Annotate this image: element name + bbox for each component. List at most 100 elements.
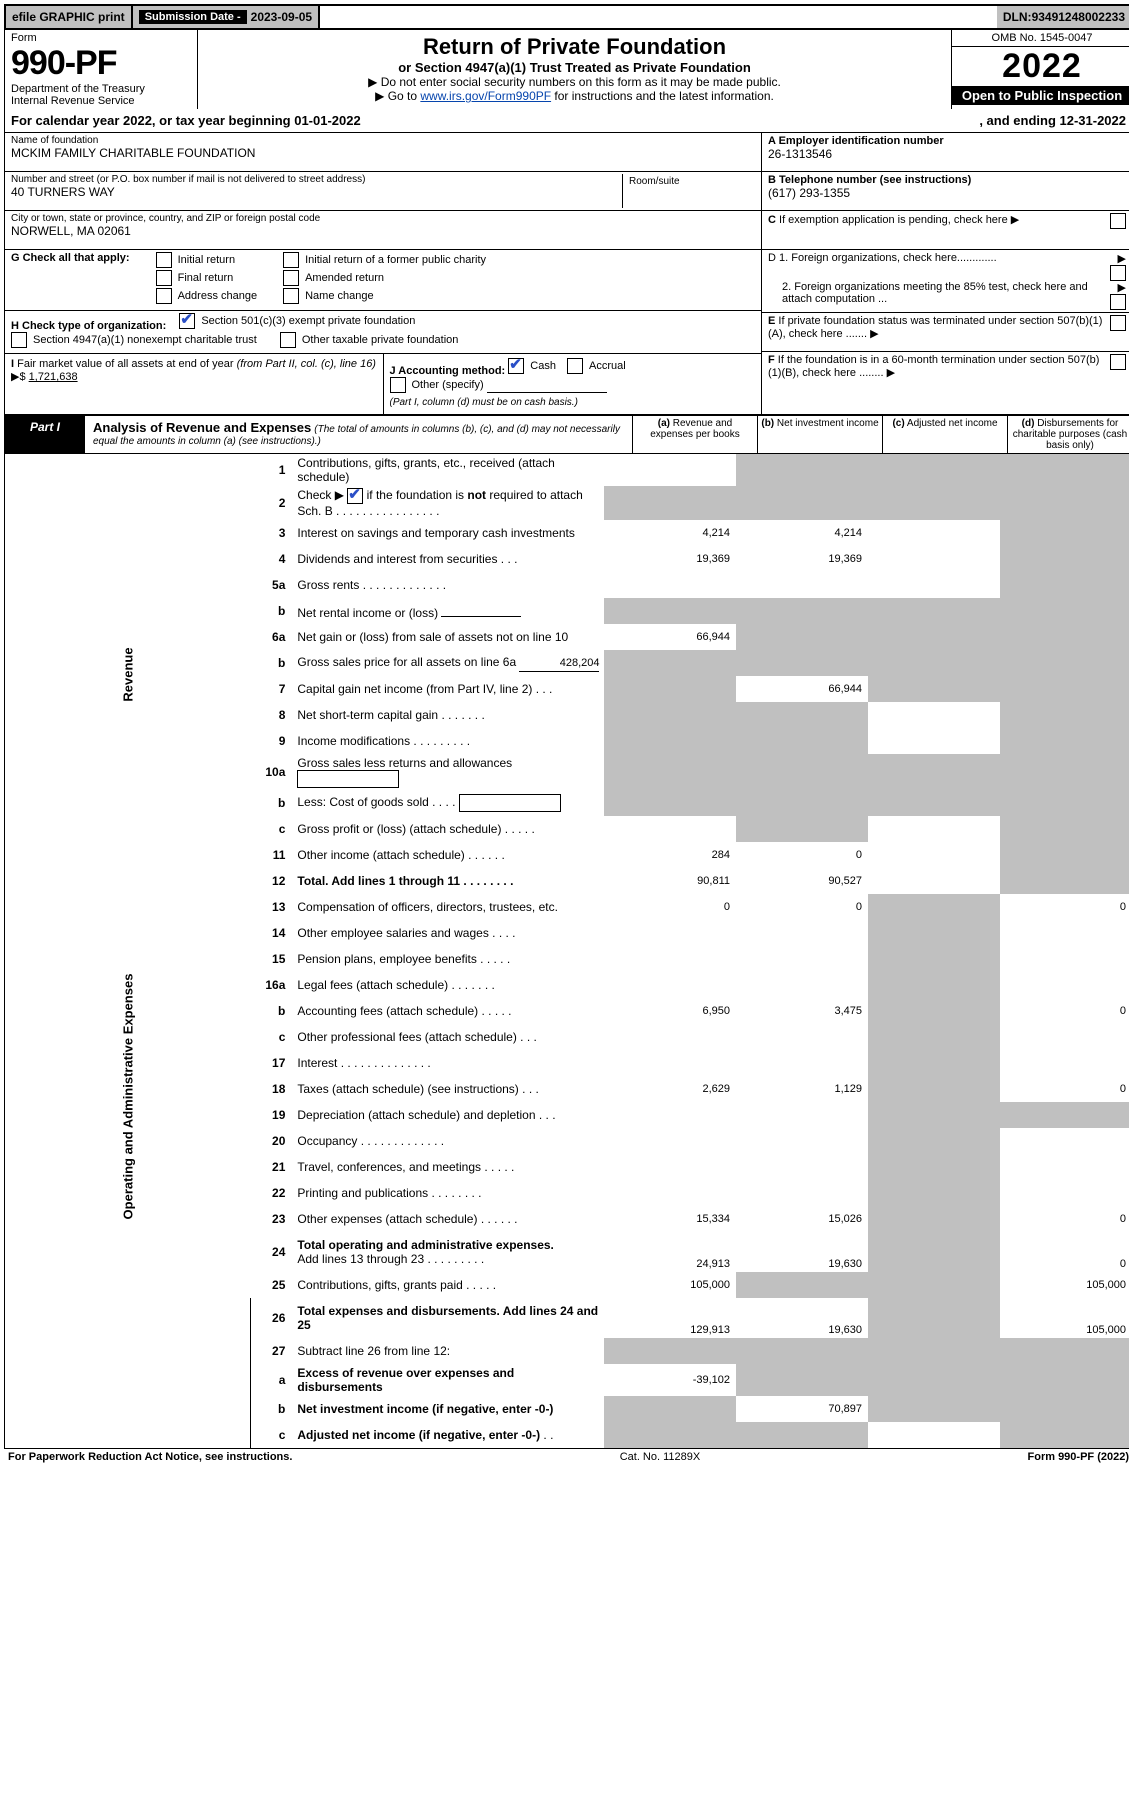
l27-desc: Subtract line 26 from line 12:: [293, 1338, 604, 1364]
l1-c: [868, 454, 1000, 486]
l18-d: 0: [1000, 1076, 1129, 1102]
phone-value: (617) 293-1355: [768, 186, 1126, 200]
chk-cash[interactable]: [508, 358, 524, 374]
l2-num: 2: [251, 486, 294, 520]
l5b-desc: Net rental income or (loss): [293, 598, 604, 624]
chk-sch-b[interactable]: [347, 488, 363, 504]
l26-d: 105,000: [1000, 1298, 1129, 1338]
chk-e[interactable]: [1110, 315, 1126, 331]
l1-a: [604, 454, 736, 486]
chk-final-return[interactable]: [156, 270, 172, 286]
chk-501c3[interactable]: [179, 313, 195, 329]
chk-d2[interactable]: [1110, 294, 1126, 310]
efile-topbar: efile GRAPHIC print Submission Date - 20…: [4, 4, 1129, 30]
page-footer: For Paperwork Reduction Act Notice, see …: [4, 1449, 1129, 1465]
chk-address-change[interactable]: [156, 288, 172, 304]
l26-desc: Total expenses and disbursements. Add li…: [293, 1298, 604, 1338]
chk-d1[interactable]: [1110, 265, 1126, 281]
tax-year-begin: For calendar year 2022, or tax year begi…: [11, 113, 979, 128]
revenue-vlabel: Revenue: [5, 454, 251, 894]
col-c-head: (c) Adjusted net income: [883, 416, 1008, 453]
opt-other-taxable: Other taxable private foundation: [302, 334, 459, 346]
l25-num: 25: [251, 1272, 294, 1298]
l23-desc: Other expenses (attach schedule) . . . .…: [293, 1206, 604, 1232]
l20-desc: Occupancy . . . . . . . . . . . . .: [293, 1128, 604, 1154]
calendar-year-row: For calendar year 2022, or tax year begi…: [4, 109, 1129, 133]
l12-desc: Total. Add lines 1 through 11 . . . . . …: [293, 868, 604, 894]
chk-other-taxable[interactable]: [280, 332, 296, 348]
form-instructions-link[interactable]: www.irs.gov/Form990PF: [420, 89, 551, 103]
col-b-head: (b) Net investment income: [758, 416, 883, 453]
l25-desc: Contributions, gifts, grants paid . . . …: [293, 1272, 604, 1298]
j-cell: J Accounting method: Cash Accrual Other …: [384, 354, 762, 414]
chk-name-change[interactable]: [283, 288, 299, 304]
opt-other-method: Other (specify): [412, 379, 484, 391]
form-instruction-1: ▶ Do not enter social security numbers o…: [202, 75, 947, 89]
chk-accrual[interactable]: [567, 358, 583, 374]
l27c-num: c: [251, 1422, 294, 1448]
dln-value: 93491248002233: [1032, 10, 1125, 24]
l9-num: 9: [251, 728, 294, 754]
l14-num: 14: [251, 920, 294, 946]
l1-desc: Contributions, gifts, grants, etc., rece…: [293, 454, 604, 486]
l24-desc: Total operating and administrative expen…: [293, 1232, 604, 1272]
l23-num: 23: [251, 1206, 294, 1232]
l23-a: 15,334: [604, 1206, 736, 1232]
l10c-num: c: [251, 816, 294, 842]
l15-desc: Pension plans, employee benefits . . . .…: [293, 946, 604, 972]
l27b-desc: Net investment income (if negative, ente…: [293, 1396, 604, 1422]
l16b-d: 0: [1000, 998, 1129, 1024]
l11-a: 284: [604, 842, 736, 868]
col-d-head: (d) Disbursements for charitable purpose…: [1008, 416, 1129, 453]
part1-title: Analysis of Revenue and Expenses: [93, 420, 311, 435]
l27a-desc: Excess of revenue over expenses and disb…: [293, 1364, 604, 1396]
l8-desc: Net short-term capital gain . . . . . . …: [293, 702, 604, 728]
l26-a: 129,913: [604, 1298, 736, 1338]
fmv-value: 1,721,638: [29, 371, 78, 383]
efile-label: efile GRAPHIC print: [6, 6, 133, 28]
g-label: G Check all that apply:: [11, 252, 130, 264]
l3-num: 3: [251, 520, 294, 546]
l13-a: 0: [604, 894, 736, 920]
j-label: J Accounting method:: [390, 365, 506, 377]
l3-b: 4,214: [736, 520, 868, 546]
l3-c: [868, 520, 1000, 546]
chk-other-method[interactable]: [390, 377, 406, 393]
form-id-block: Form 990-PF Department of the Treasury I…: [5, 30, 198, 109]
footer-right: Form 990-PF (2022): [1028, 1451, 1129, 1463]
address-label: Number and street (or P.O. box number if…: [11, 174, 622, 185]
opt-4947a1: Section 4947(a)(1) nonexempt charitable …: [33, 334, 257, 346]
l16b-desc: Accounting fees (attach schedule) . . . …: [293, 998, 604, 1024]
l27a-num: a: [251, 1364, 294, 1396]
chk-f[interactable]: [1110, 354, 1126, 370]
footer-left: For Paperwork Reduction Act Notice, see …: [8, 1451, 292, 1463]
chk-initial-return[interactable]: [156, 252, 172, 268]
chk-c-pending[interactable]: [1110, 213, 1126, 229]
part1-table: Revenue 1 Contributions, gifts, grants, …: [4, 454, 1129, 1449]
l18-b: 1,129: [736, 1076, 868, 1102]
chk-amended-return[interactable]: [283, 270, 299, 286]
l5a-num: 5a: [251, 572, 294, 598]
entity-info-block: Name of foundation MCKIM FAMILY CHARITAB…: [4, 133, 1129, 415]
l24-num: 24: [251, 1232, 294, 1272]
chk-4947a1[interactable]: [11, 332, 27, 348]
l17-num: 17: [251, 1050, 294, 1076]
ein-cell: A Employer identification number 26-1313…: [762, 133, 1129, 172]
l27-num: 27: [251, 1338, 294, 1364]
city-cell: City or town, state or province, country…: [5, 211, 761, 250]
l19-num: 19: [251, 1102, 294, 1128]
l4-b: 19,369: [736, 546, 868, 572]
chk-initial-former[interactable]: [283, 252, 299, 268]
opt-accrual: Accrual: [589, 360, 626, 372]
opt-amended-return: Amended return: [305, 272, 384, 284]
l7-num: 7: [251, 676, 294, 702]
l20-num: 20: [251, 1128, 294, 1154]
part1-desc: Analysis of Revenue and Expenses (The to…: [85, 416, 633, 453]
l11-b: 0: [736, 842, 868, 868]
opt-cash: Cash: [530, 360, 556, 372]
l6a-num: 6a: [251, 624, 294, 650]
l16b-a: 6,950: [604, 998, 736, 1024]
ein-label: A Employer identification number: [768, 135, 1126, 147]
l11-num: 11: [251, 842, 294, 868]
l26-num: 26: [251, 1298, 294, 1338]
